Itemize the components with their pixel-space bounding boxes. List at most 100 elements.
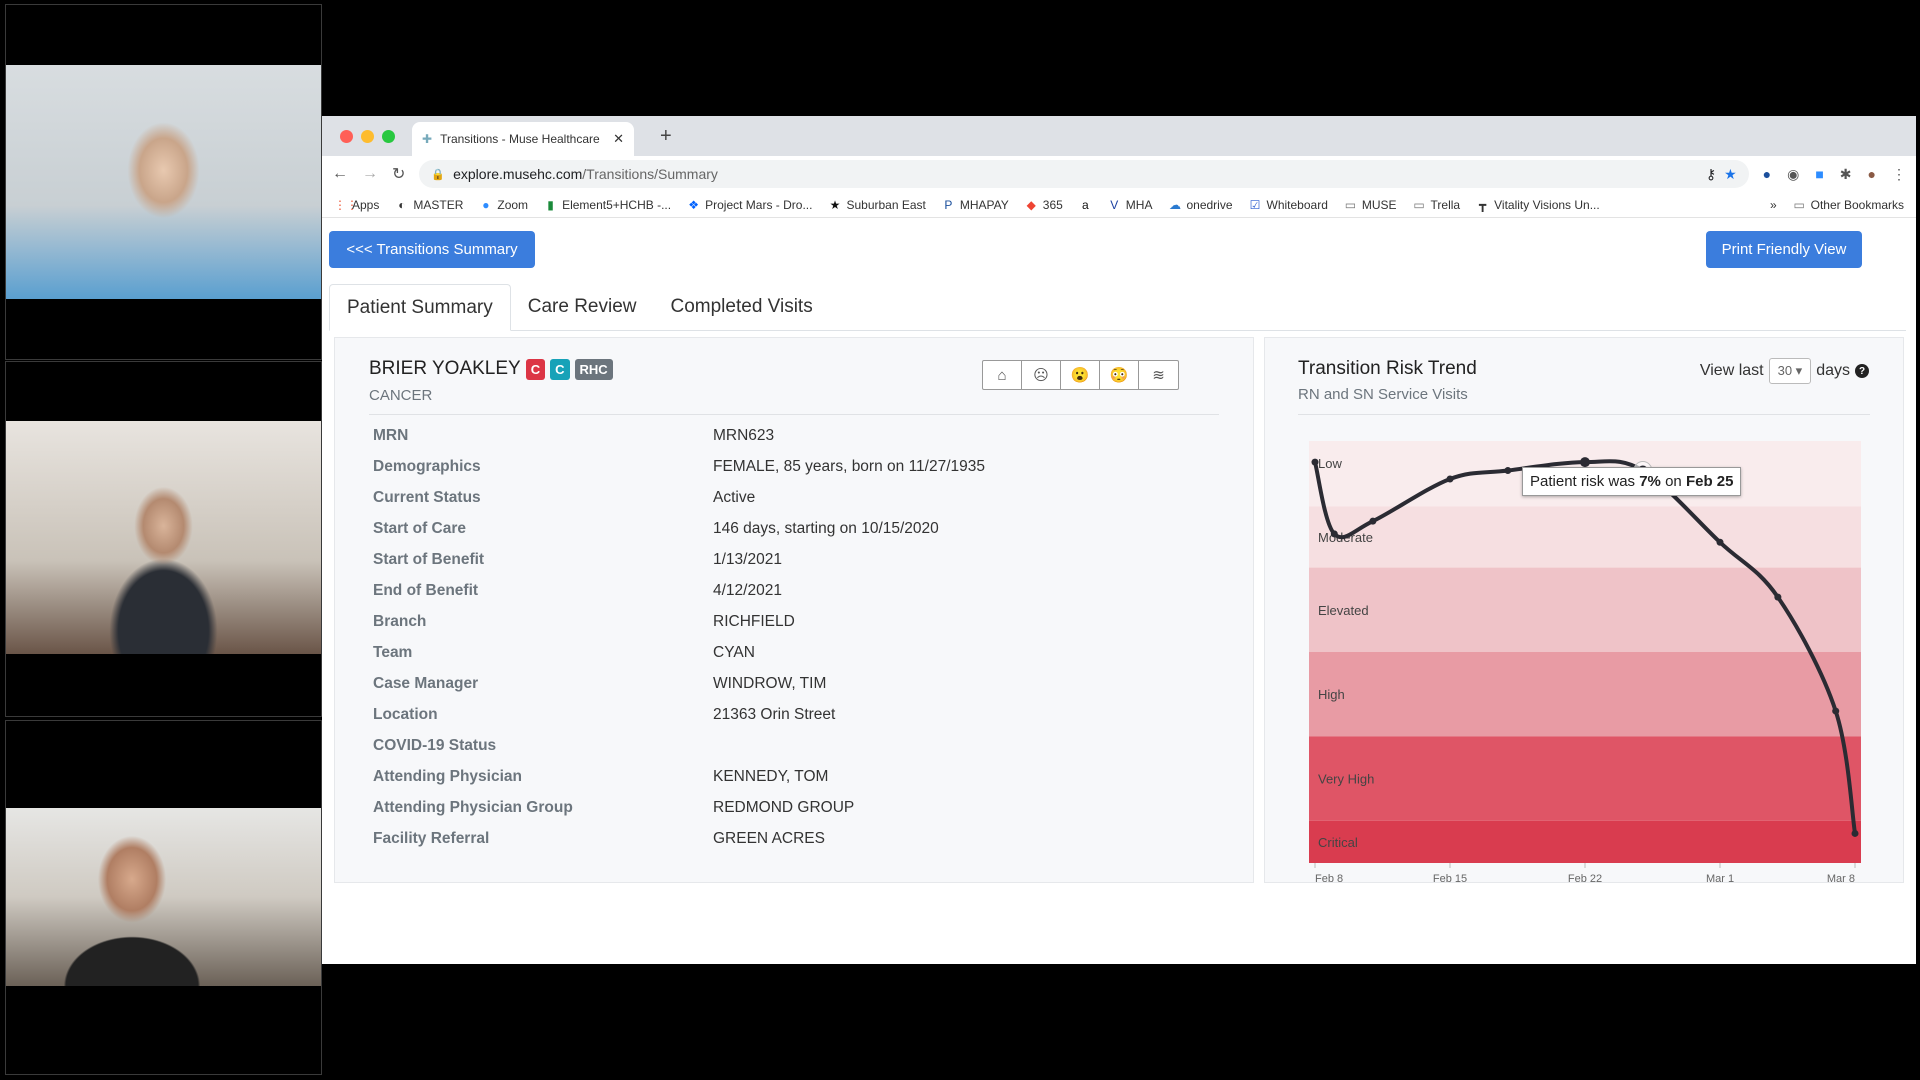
detail-label: Current Status bbox=[373, 488, 481, 506]
tab-care-review[interactable]: Care Review bbox=[527, 296, 637, 317]
tab-title: Transitions - Muse Healthcare bbox=[440, 132, 600, 146]
bookmark-item[interactable]: ⋮⋮ Apps bbox=[334, 198, 379, 212]
bookmark-item[interactable]: ▭ MUSE bbox=[1344, 198, 1397, 212]
risk-trend-subtitle: RN and SN Service Visits bbox=[1298, 386, 1468, 403]
data-point[interactable] bbox=[1504, 467, 1512, 475]
view-last-days-select[interactable]: 30 ▾ bbox=[1768, 358, 1812, 384]
bookmark-icon: ▭ bbox=[1344, 197, 1357, 212]
bookmark-item[interactable]: ★ Suburban East bbox=[828, 197, 926, 212]
bookmark-star-icon[interactable]: ★ bbox=[1724, 165, 1737, 182]
risk-band-elevated bbox=[1309, 567, 1861, 652]
bookmark-icon: ▮ bbox=[547, 197, 554, 212]
data-point[interactable] bbox=[1330, 530, 1338, 538]
new-tab-button[interactable]: + bbox=[660, 125, 672, 147]
detail-row: End of Benefit 4/12/2021 bbox=[373, 575, 985, 606]
url-path: /Transitions/Summary bbox=[582, 166, 718, 182]
tab-patient-summary[interactable]: Patient Summary bbox=[329, 284, 511, 331]
wind-icon[interactable]: ≋ bbox=[1152, 367, 1165, 384]
bookmark-icon: ⋮⋮ bbox=[334, 197, 358, 212]
data-point[interactable] bbox=[1716, 538, 1724, 546]
data-point[interactable] bbox=[1774, 593, 1782, 601]
bookmark-icon: ● bbox=[482, 197, 490, 212]
extension-zoom-icon[interactable]: ■ bbox=[1815, 166, 1824, 182]
close-window-button[interactable] bbox=[340, 130, 353, 143]
video-tile-2 bbox=[5, 361, 322, 717]
bookmarks-overflow-button[interactable]: » bbox=[1769, 197, 1777, 212]
tooltip-value: 7% bbox=[1639, 473, 1661, 490]
maximize-window-button[interactable] bbox=[382, 130, 395, 143]
data-point[interactable] bbox=[1580, 457, 1590, 468]
sad-face-icon[interactable]: ☹ bbox=[1022, 361, 1061, 389]
tab-completed-visits[interactable]: Completed Visits bbox=[670, 296, 813, 317]
view-last-value: 30 bbox=[1777, 363, 1793, 378]
browser-tab[interactable]: ✚ Transitions - Muse Healthcare ✕ bbox=[412, 122, 634, 156]
bookmark-item[interactable]: ▮ Element5+HCHB -... bbox=[544, 198, 671, 212]
x-tick-label: Feb 8 bbox=[1315, 873, 1343, 884]
detail-label: Team bbox=[373, 643, 413, 661]
detail-row: Attending Physician Group REDMOND GROUP bbox=[373, 792, 985, 823]
back-icon[interactable]: ← bbox=[332, 165, 348, 182]
bookmark-item[interactable]: ● Zoom bbox=[479, 198, 528, 212]
detail-value: CYAN bbox=[713, 643, 755, 661]
participant-video bbox=[6, 421, 321, 654]
bookmark-item[interactable]: ◆ 365 bbox=[1025, 198, 1063, 212]
back-to-transitions-summary-button[interactable]: <<< Transitions Summary bbox=[329, 231, 535, 268]
address-bar[interactable]: 🔒 explore.musehc.com/Transitions/Summary… bbox=[419, 160, 1749, 188]
browser-toolbar: ← → ↻ 🔒 explore.musehc.com/Transitions/S… bbox=[322, 156, 1916, 192]
bookmark-icon: ◐ bbox=[398, 197, 406, 212]
bookmark-label: Project Mars - Dro... bbox=[705, 197, 813, 212]
reload-icon[interactable]: ↻ bbox=[392, 166, 406, 183]
menu-kebab-icon[interactable]: ⋮ bbox=[1892, 165, 1906, 182]
extensions-puzzle-icon[interactable]: ✱ bbox=[1839, 165, 1852, 182]
other-bookmarks[interactable]: ▭ Other Bookmarks bbox=[1793, 198, 1904, 212]
question-circle-icon[interactable]: ? bbox=[1855, 364, 1869, 378]
detail-value: Active bbox=[713, 488, 756, 506]
bookmark-item[interactable]: ◐ MASTER bbox=[395, 198, 463, 212]
bookmark-item[interactable]: ❖ Project Mars - Dro... bbox=[687, 198, 812, 212]
bookmark-item[interactable]: V MHA bbox=[1108, 197, 1152, 212]
surprised-face-icon[interactable]: 😮 bbox=[1061, 361, 1100, 389]
bookmark-label: Zoom bbox=[497, 197, 529, 212]
minimize-window-button[interactable] bbox=[361, 130, 374, 143]
detail-row: MRN MRN623 bbox=[373, 420, 985, 451]
bookmark-icon: V bbox=[1110, 197, 1119, 212]
data-point[interactable] bbox=[1832, 707, 1840, 715]
detail-row: Location 21363 Orin Street bbox=[373, 699, 985, 730]
days-label: days bbox=[1816, 362, 1850, 379]
risk-trend-title: Transition Risk Trend bbox=[1298, 358, 1477, 379]
detail-label: Facility Referral bbox=[373, 829, 490, 847]
home-icon[interactable]: ⌂ bbox=[983, 361, 1022, 389]
risk-band-high bbox=[1309, 652, 1861, 737]
detail-row: Case Manager WINDROW, TIM bbox=[373, 668, 985, 699]
detail-row: Team CYAN bbox=[373, 637, 985, 668]
bookmark-item[interactable]: ☑ Whiteboard bbox=[1249, 198, 1328, 212]
bookmark-item[interactable]: P MHAPAY bbox=[942, 198, 1008, 212]
key-icon[interactable]: ⚷ bbox=[1705, 165, 1717, 182]
forward-icon[interactable]: → bbox=[362, 165, 378, 182]
extension-circle-icon[interactable]: ◉ bbox=[1787, 165, 1800, 182]
detail-value: KENNEDY, TOM bbox=[713, 767, 829, 785]
detail-row: Demographics FEMALE, 85 years, born on 11… bbox=[373, 451, 985, 482]
data-point[interactable] bbox=[1369, 517, 1377, 525]
chart-tooltip: Patient risk was 7% on Feb 25 bbox=[1522, 467, 1742, 496]
x-tick-label: Mar 1 bbox=[1706, 873, 1734, 884]
badge-rhc: RHC bbox=[574, 358, 613, 380]
bookmark-item[interactable]: a bbox=[1079, 198, 1092, 212]
extension-u-icon[interactable]: ● bbox=[1762, 166, 1772, 182]
flushed-face-icon[interactable]: 😳 bbox=[1100, 361, 1139, 389]
bookmark-item[interactable]: ┳ Vitality Visions Un... bbox=[1476, 198, 1600, 212]
profile-avatar[interactable]: ● bbox=[1867, 166, 1876, 182]
bookmark-item[interactable]: ☁ onedrive bbox=[1168, 197, 1233, 212]
print-friendly-view-button[interactable]: Print Friendly View bbox=[1706, 231, 1862, 268]
bookmark-label: Suburban East bbox=[846, 197, 926, 212]
detail-label: Attending Physician Group bbox=[373, 798, 573, 816]
bookmark-label: onedrive bbox=[1186, 197, 1233, 212]
x-tick-label: Feb 15 bbox=[1433, 873, 1467, 884]
data-point[interactable] bbox=[1446, 475, 1454, 483]
data-point[interactable] bbox=[1851, 829, 1859, 837]
x-tick-label: Feb 22 bbox=[1568, 873, 1602, 884]
data-point[interactable] bbox=[1311, 458, 1319, 466]
bookmark-item[interactable]: ▭ Trella bbox=[1413, 198, 1460, 212]
patient-summary-card: BRIER YOAKLEY C C RHC CANCER ⌂ ☹ 😮 😳 ≋ M… bbox=[334, 337, 1254, 883]
close-tab-icon[interactable]: ✕ bbox=[613, 131, 624, 146]
